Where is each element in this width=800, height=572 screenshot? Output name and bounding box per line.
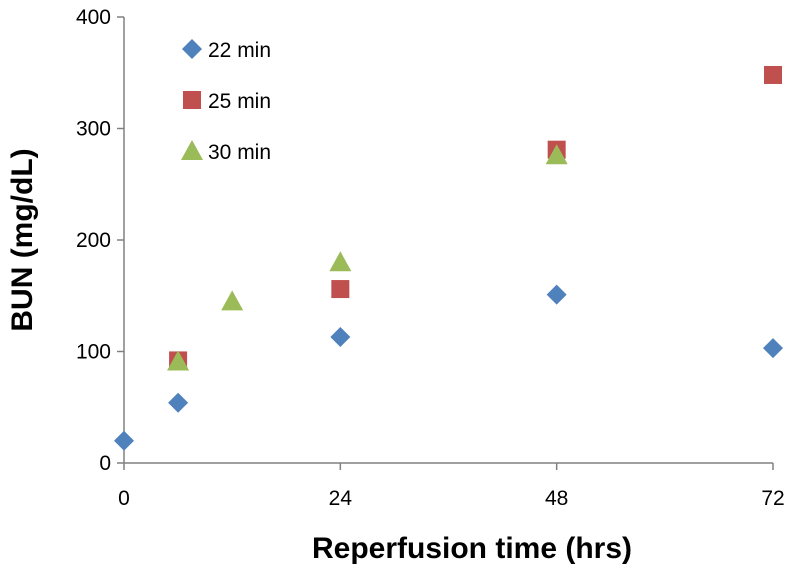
legend-label: 30 min [208, 141, 271, 164]
data-marks [114, 65, 783, 451]
y-tick-label: 400 [76, 6, 111, 29]
x-tick-label: 72 [761, 487, 784, 510]
y-tick-label: 200 [76, 229, 111, 252]
x-axis-title: Reperfusion time (hrs) [312, 532, 632, 565]
data-point-square [764, 65, 782, 84]
legend-square-marker [183, 91, 201, 109]
data-point-diamond [168, 392, 189, 413]
x-tick-label: 48 [545, 487, 568, 510]
x-tick-label: 24 [329, 487, 353, 510]
legend-label: 25 min [208, 90, 271, 113]
data-point-square [331, 280, 350, 299]
data-point-diamond [330, 327, 351, 348]
data-point-triangle [545, 144, 568, 165]
data-point-triangle [167, 350, 190, 371]
legend-label: 22 min [208, 39, 271, 62]
x-tick-label: 0 [118, 487, 130, 510]
y-axis-title: BUN (mg/dL) [6, 148, 39, 331]
y-tick-label: 300 [76, 118, 111, 141]
data-point-diamond [114, 430, 134, 451]
data-point-diamond [763, 338, 783, 359]
legend-triangle-marker [181, 140, 203, 160]
y-tick-label: 100 [76, 341, 111, 364]
axes: 0 100 200 300 400 0 24 48 72 [76, 6, 785, 510]
legend: 22 min 25 min 30 min [181, 39, 271, 164]
data-point-triangle [221, 290, 244, 311]
y-tick-label: 0 [99, 452, 111, 475]
data-point-diamond [546, 284, 567, 305]
data-point-triangle [329, 251, 352, 272]
legend-diamond-marker [182, 39, 202, 59]
